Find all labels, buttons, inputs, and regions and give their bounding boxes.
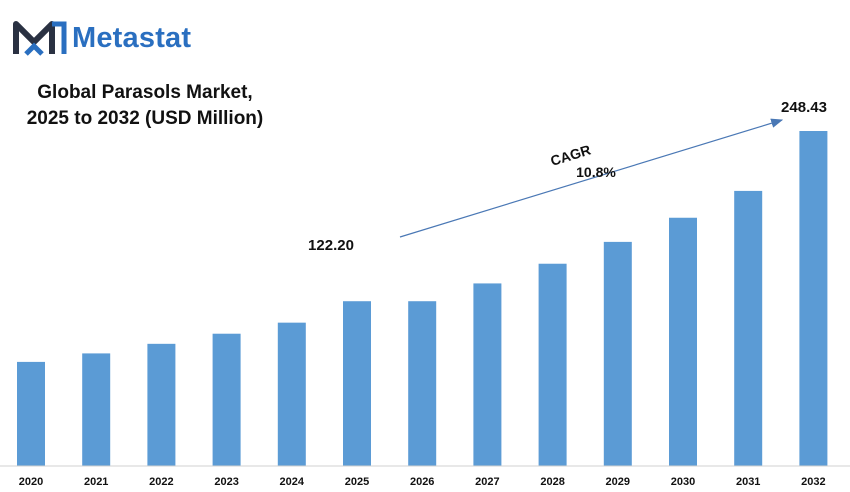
x-tick-2024: 2024 (280, 476, 305, 488)
bar-2022 (147, 343, 176, 466)
x-tick-2027: 2027 (475, 476, 499, 488)
end-value-label: 248.43 (781, 99, 827, 116)
metastat-m-logo-icon (13, 21, 67, 56)
x-tick-2021: 2021 (84, 476, 108, 488)
bar-2026 (408, 301, 437, 466)
bar-series (17, 131, 828, 466)
bar-2030 (669, 217, 697, 466)
x-tick-2029: 2029 (606, 476, 630, 488)
chart-title-line-1: Global Parasols Market, (37, 82, 253, 103)
bar-2032 (799, 131, 828, 466)
start-value-label: 122.20 (308, 237, 354, 254)
x-tick-2026: 2026 (410, 476, 434, 488)
brand-logo: Metastat (12, 18, 191, 58)
x-tick-2031: 2031 (736, 476, 760, 488)
bar-2029 (603, 241, 632, 466)
x-tick-2020: 2020 (19, 476, 43, 488)
x-tick-2032: 2032 (801, 476, 825, 488)
bar-2024 (277, 322, 306, 466)
bar-2025 (343, 301, 371, 466)
bar-2027 (473, 283, 502, 466)
bar-2023 (212, 333, 241, 466)
cagr-value: 10.8% (576, 164, 616, 180)
x-tick-2022: 2022 (149, 476, 173, 488)
x-tick-2025: 2025 (345, 476, 369, 488)
cagr-arrow (399, 118, 784, 238)
chart-title: Global Parasols Market, 2025 to 2032 (US… (0, 80, 290, 132)
bar-2031 (734, 190, 763, 466)
bar-2021 (82, 353, 111, 466)
x-axis-ticks: 2020 2021 2022 2023 2024 2025 2026 2027 2028 2029… (19, 476, 826, 488)
brand-name: Metastat (72, 21, 192, 54)
bar-2020 (17, 361, 45, 466)
chart-title-line-2: 2025 to 2032 (USD Million) (26, 108, 264, 129)
x-tick-2028: 2028 (540, 476, 564, 488)
x-tick-2023: 2023 (214, 476, 238, 488)
bar-2028 (538, 263, 567, 466)
x-tick-2030: 2030 (671, 476, 695, 488)
